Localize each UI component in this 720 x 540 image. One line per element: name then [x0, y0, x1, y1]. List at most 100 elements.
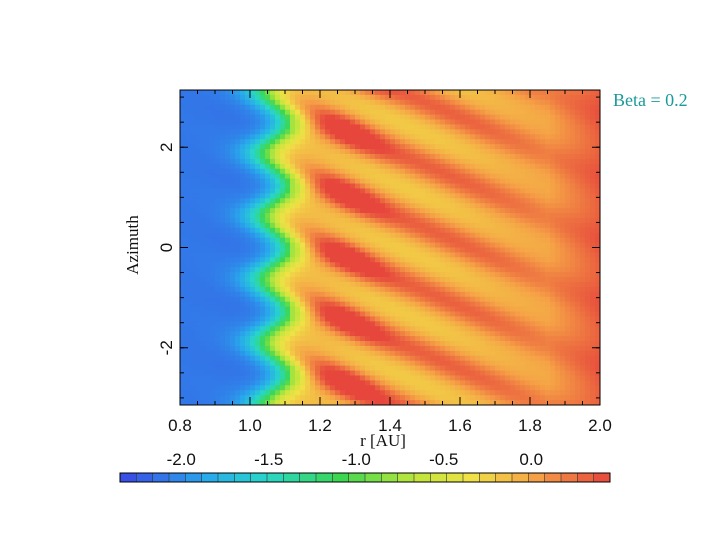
heatmap-cell: [560, 296, 566, 303]
heatmap-cell: [180, 257, 186, 263]
heatmap-cell: [485, 341, 491, 347]
heatmap-cell: [545, 296, 551, 303]
heatmap-cell: [465, 203, 471, 209]
heatmap-cell: [465, 178, 471, 185]
heatmap-cell: [225, 129, 231, 135]
heatmap-cell: [505, 222, 511, 229]
heatmap-cell: [200, 345, 206, 352]
heatmap-cell: [555, 326, 561, 332]
heatmap-cell: [225, 301, 231, 308]
heatmap-cell: [350, 257, 356, 263]
heatmap-cell: [380, 183, 386, 190]
heatmap-cell: [230, 99, 236, 106]
heatmap-cell: [500, 139, 506, 145]
heatmap-cell: [230, 129, 236, 135]
heatmap-cell: [430, 345, 436, 352]
heatmap-cell: [240, 360, 246, 367]
heatmap-cell: [215, 380, 221, 386]
heatmap-cell: [360, 149, 366, 155]
heatmap-cell: [335, 380, 341, 386]
heatmap-cell: [550, 237, 556, 244]
heatmap-cell: [305, 134, 311, 140]
heatmap-cell: [465, 355, 471, 362]
heatmap-cell: [550, 272, 556, 278]
heatmap-cell: [450, 360, 456, 367]
heatmap-cell: [390, 306, 396, 313]
heatmap-cell: [355, 395, 361, 401]
heatmap-cell: [235, 99, 241, 106]
heatmap-cell: [295, 124, 301, 130]
heatmap-cell: [365, 139, 371, 145]
heatmap-cell: [550, 252, 556, 258]
heatmap-cell: [355, 144, 361, 150]
heatmap-cell: [460, 237, 466, 244]
heatmap-cell: [195, 375, 201, 381]
heatmap-cell: [515, 109, 521, 116]
heatmap-cell: [365, 267, 371, 273]
heatmap-cell: [560, 390, 566, 396]
heatmap-cell: [380, 124, 386, 130]
heatmap-cell: [215, 311, 221, 317]
heatmap-cell: [440, 232, 446, 239]
heatmap-cell: [410, 198, 416, 204]
heatmap-cell: [275, 114, 281, 121]
heatmap-cell: [255, 139, 261, 145]
heatmap-cell: [380, 296, 386, 303]
heatmap-cell: [320, 232, 326, 239]
heatmap-cell: [325, 301, 331, 308]
heatmap-cell: [240, 262, 246, 268]
heatmap-cell: [405, 375, 411, 381]
heatmap-cell: [540, 109, 546, 116]
heatmap-cell: [380, 104, 386, 111]
heatmap-cell: [500, 336, 506, 342]
heatmap-cell: [495, 301, 501, 308]
heatmap-cell: [200, 163, 206, 170]
heatmap-cell: [485, 380, 491, 386]
heatmap-cell: [305, 301, 311, 308]
heatmap-cell: [280, 222, 286, 229]
heatmap-cell: [560, 149, 566, 155]
heatmap-cell: [405, 217, 411, 224]
heatmap-cell: [550, 217, 556, 224]
heatmap-cell: [205, 331, 211, 337]
heatmap-cell: [465, 217, 471, 224]
heatmap-cell: [370, 163, 376, 170]
heatmap-cell: [210, 281, 216, 288]
heatmap-cell: [535, 90, 541, 96]
heatmap-cell: [460, 232, 466, 239]
heatmap-cell: [320, 153, 326, 160]
heatmap-cell: [335, 114, 341, 121]
heatmap-cell: [545, 178, 551, 185]
heatmap-cell: [370, 350, 376, 357]
heatmap-cell: [465, 306, 471, 313]
heatmap-cell: [240, 395, 246, 401]
heatmap-cell: [400, 257, 406, 263]
heatmap-cell: [235, 345, 241, 352]
heatmap-cell: [470, 144, 476, 150]
heatmap-cell: [250, 277, 256, 283]
heatmap-cell: [405, 350, 411, 357]
heatmap-cell: [280, 198, 286, 204]
heatmap-cell: [545, 321, 551, 327]
heatmap-cell: [255, 129, 261, 135]
heatmap-cell: [210, 272, 216, 278]
heatmap-cell: [340, 350, 346, 357]
heatmap-cell: [195, 257, 201, 263]
heatmap-cell: [215, 158, 221, 165]
heatmap-cell: [335, 301, 341, 308]
heatmap-cell: [280, 306, 286, 313]
heatmap-cell: [305, 321, 311, 327]
heatmap-cell: [440, 144, 446, 150]
heatmap-cell: [325, 385, 331, 391]
heatmap-cell: [285, 316, 291, 322]
heatmap-cell: [210, 222, 216, 229]
heatmap-cell: [560, 119, 566, 126]
heatmap-cell: [515, 385, 521, 391]
heatmap-cell: [425, 139, 431, 145]
heatmap-cell: [230, 321, 236, 327]
heatmap-cell: [450, 208, 456, 214]
heatmap-cell: [405, 267, 411, 273]
heatmap-cell: [390, 144, 396, 150]
heatmap-cell: [395, 134, 401, 140]
heatmap-cell: [300, 163, 306, 170]
